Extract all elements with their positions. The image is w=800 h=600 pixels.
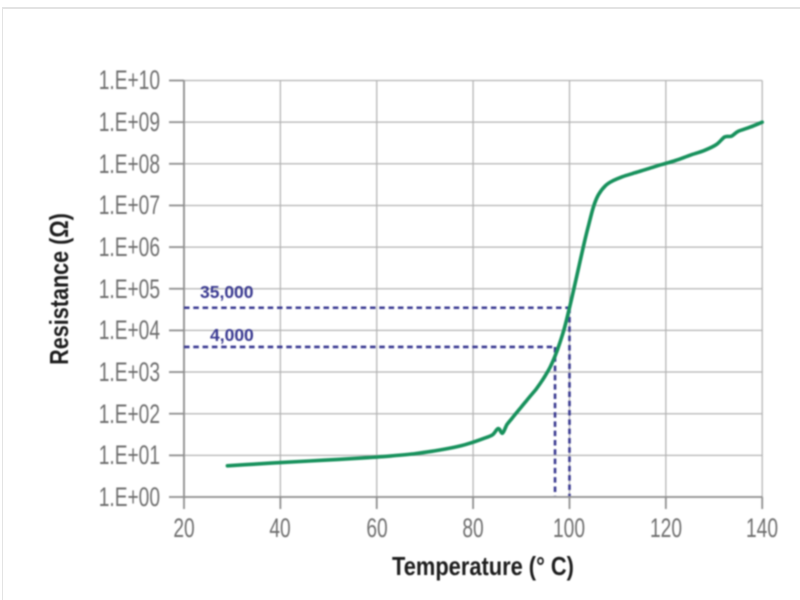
annotation-35000-label: 35,000 <box>200 282 254 302</box>
ytick-1e07: 1.E+07 <box>98 190 160 220</box>
annotation-4000-label: 4,000 <box>210 325 254 345</box>
ytick-1e10: 1.E+10 <box>98 65 160 95</box>
xtick-120: 120 <box>650 513 682 543</box>
y-axis-title: Resistance (Ω) <box>44 213 74 365</box>
ytick-1e08: 1.E+08 <box>98 149 160 179</box>
ytick-1e00: 1.E+00 <box>98 482 160 512</box>
x-axis-title: Temperature (° C) <box>392 551 574 581</box>
ytick-1e02: 1.E+02 <box>98 399 160 429</box>
gridlines <box>183 79 763 498</box>
annotation-dashed-lines <box>184 306 571 496</box>
ytick-1e01: 1.E+01 <box>98 440 160 470</box>
resistance-curve <box>225 120 764 468</box>
ytick-1e05: 1.E+05 <box>98 274 160 304</box>
axis-ticks <box>169 79 764 509</box>
xtick-40: 40 <box>269 513 291 543</box>
xtick-100: 100 <box>553 513 585 543</box>
xtick-20: 20 <box>173 513 195 543</box>
ytick-1e03: 1.E+03 <box>98 357 160 387</box>
card-left-border <box>1 7 4 600</box>
card-top-border <box>2 7 800 9</box>
xtick-140: 140 <box>746 513 778 543</box>
xtick-80: 80 <box>462 513 484 543</box>
ytick-1e09: 1.E+09 <box>98 107 160 137</box>
ytick-1e04: 1.E+04 <box>98 315 160 345</box>
ytick-1e06: 1.E+06 <box>98 232 160 262</box>
xtick-60: 60 <box>366 513 388 543</box>
